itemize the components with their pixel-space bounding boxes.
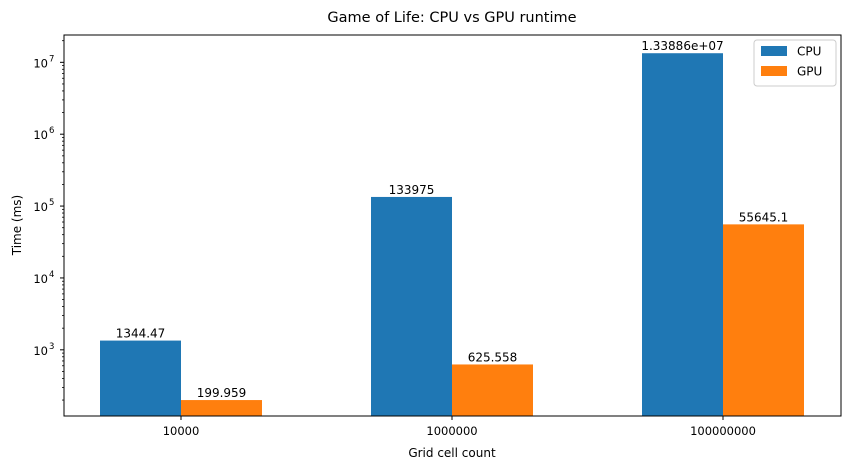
bar-cpu-100000000 xyxy=(642,53,723,416)
y-tick-label: 10 xyxy=(33,272,48,286)
y-axis-label: Time (ms) xyxy=(10,195,24,257)
x-axis-ticks: 10000 1000000 100000000 xyxy=(163,416,756,438)
y-tick-label: 10 xyxy=(33,56,48,70)
bar-value-label: 1344.47 xyxy=(116,327,166,341)
x-axis-label: Grid cell count xyxy=(408,446,496,460)
y-tick-exponent: 3 xyxy=(49,342,54,352)
y-tick-label: 10 xyxy=(33,344,48,358)
y-tick-label: 10 xyxy=(33,200,48,214)
y-tick-exponent: 6 xyxy=(49,126,54,136)
legend-swatch-gpu xyxy=(761,66,787,76)
bars-layer xyxy=(100,53,804,416)
legend: CPU GPU xyxy=(753,39,837,87)
bar-value-label: 55645.1 xyxy=(739,210,789,224)
bar-labels-layer: 1344.47 133975 1.33886e+07 199.959 625.558 55… xyxy=(116,39,789,400)
bar-cpu-1000000 xyxy=(371,196,452,416)
bar-value-label: 1.33886e+07 xyxy=(641,39,723,53)
bar-value-label: 199.959 xyxy=(197,386,247,400)
chart-title: Game of Life: CPU vs GPU runtime xyxy=(327,10,576,26)
bar-gpu-1000000 xyxy=(452,364,533,416)
y-tick-exponent: 4 xyxy=(49,270,54,280)
y-tick-label: 10 xyxy=(33,128,48,142)
legend-label-cpu: CPU xyxy=(797,45,821,59)
bar-value-label: 133975 xyxy=(389,183,435,197)
x-tick-label: 1000000 xyxy=(426,424,477,438)
x-tick-label: 10000 xyxy=(163,424,200,438)
y-tick-exponent: 7 xyxy=(49,54,54,64)
legend-swatch-cpu xyxy=(761,46,787,56)
bar-gpu-10000 xyxy=(181,400,262,416)
bar-gpu-100000000 xyxy=(723,224,804,416)
y-tick-exponent: 5 xyxy=(49,198,54,208)
bar-cpu-10000 xyxy=(100,340,181,416)
legend-label-gpu: GPU xyxy=(797,65,822,79)
x-tick-label: 100000000 xyxy=(690,424,756,438)
bar-value-label: 625.558 xyxy=(468,350,518,364)
